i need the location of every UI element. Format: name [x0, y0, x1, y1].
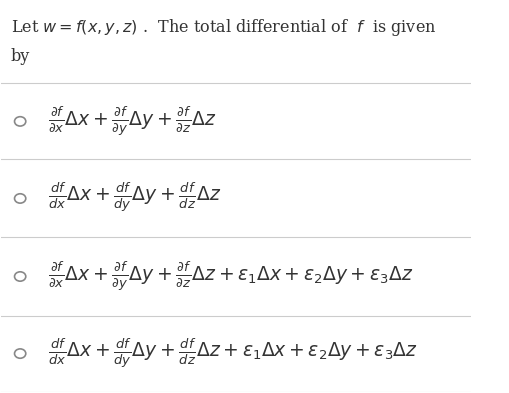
- Text: $\frac{\partial f}{\partial x}\Delta x + \frac{\partial f}{\partial y}\Delta y +: $\frac{\partial f}{\partial x}\Delta x +…: [48, 105, 217, 138]
- Text: by: by: [11, 48, 30, 65]
- Text: $\frac{df}{dx}\Delta x + \frac{df}{dy}\Delta y + \frac{df}{dz}\Delta z + \epsilo: $\frac{df}{dx}\Delta x + \frac{df}{dy}\D…: [48, 336, 417, 371]
- Text: Let $w = f(x, y, z)$ .  The total differential of  $f$  is given: Let $w = f(x, y, z)$ . The total differe…: [11, 17, 435, 38]
- Text: $\frac{\partial f}{\partial x}\Delta x + \frac{\partial f}{\partial y}\Delta y +: $\frac{\partial f}{\partial x}\Delta x +…: [48, 260, 413, 293]
- Text: $\frac{df}{dx}\Delta x + \frac{df}{dy}\Delta y + \frac{df}{dz}\Delta z$: $\frac{df}{dx}\Delta x + \frac{df}{dy}\D…: [48, 182, 221, 215]
